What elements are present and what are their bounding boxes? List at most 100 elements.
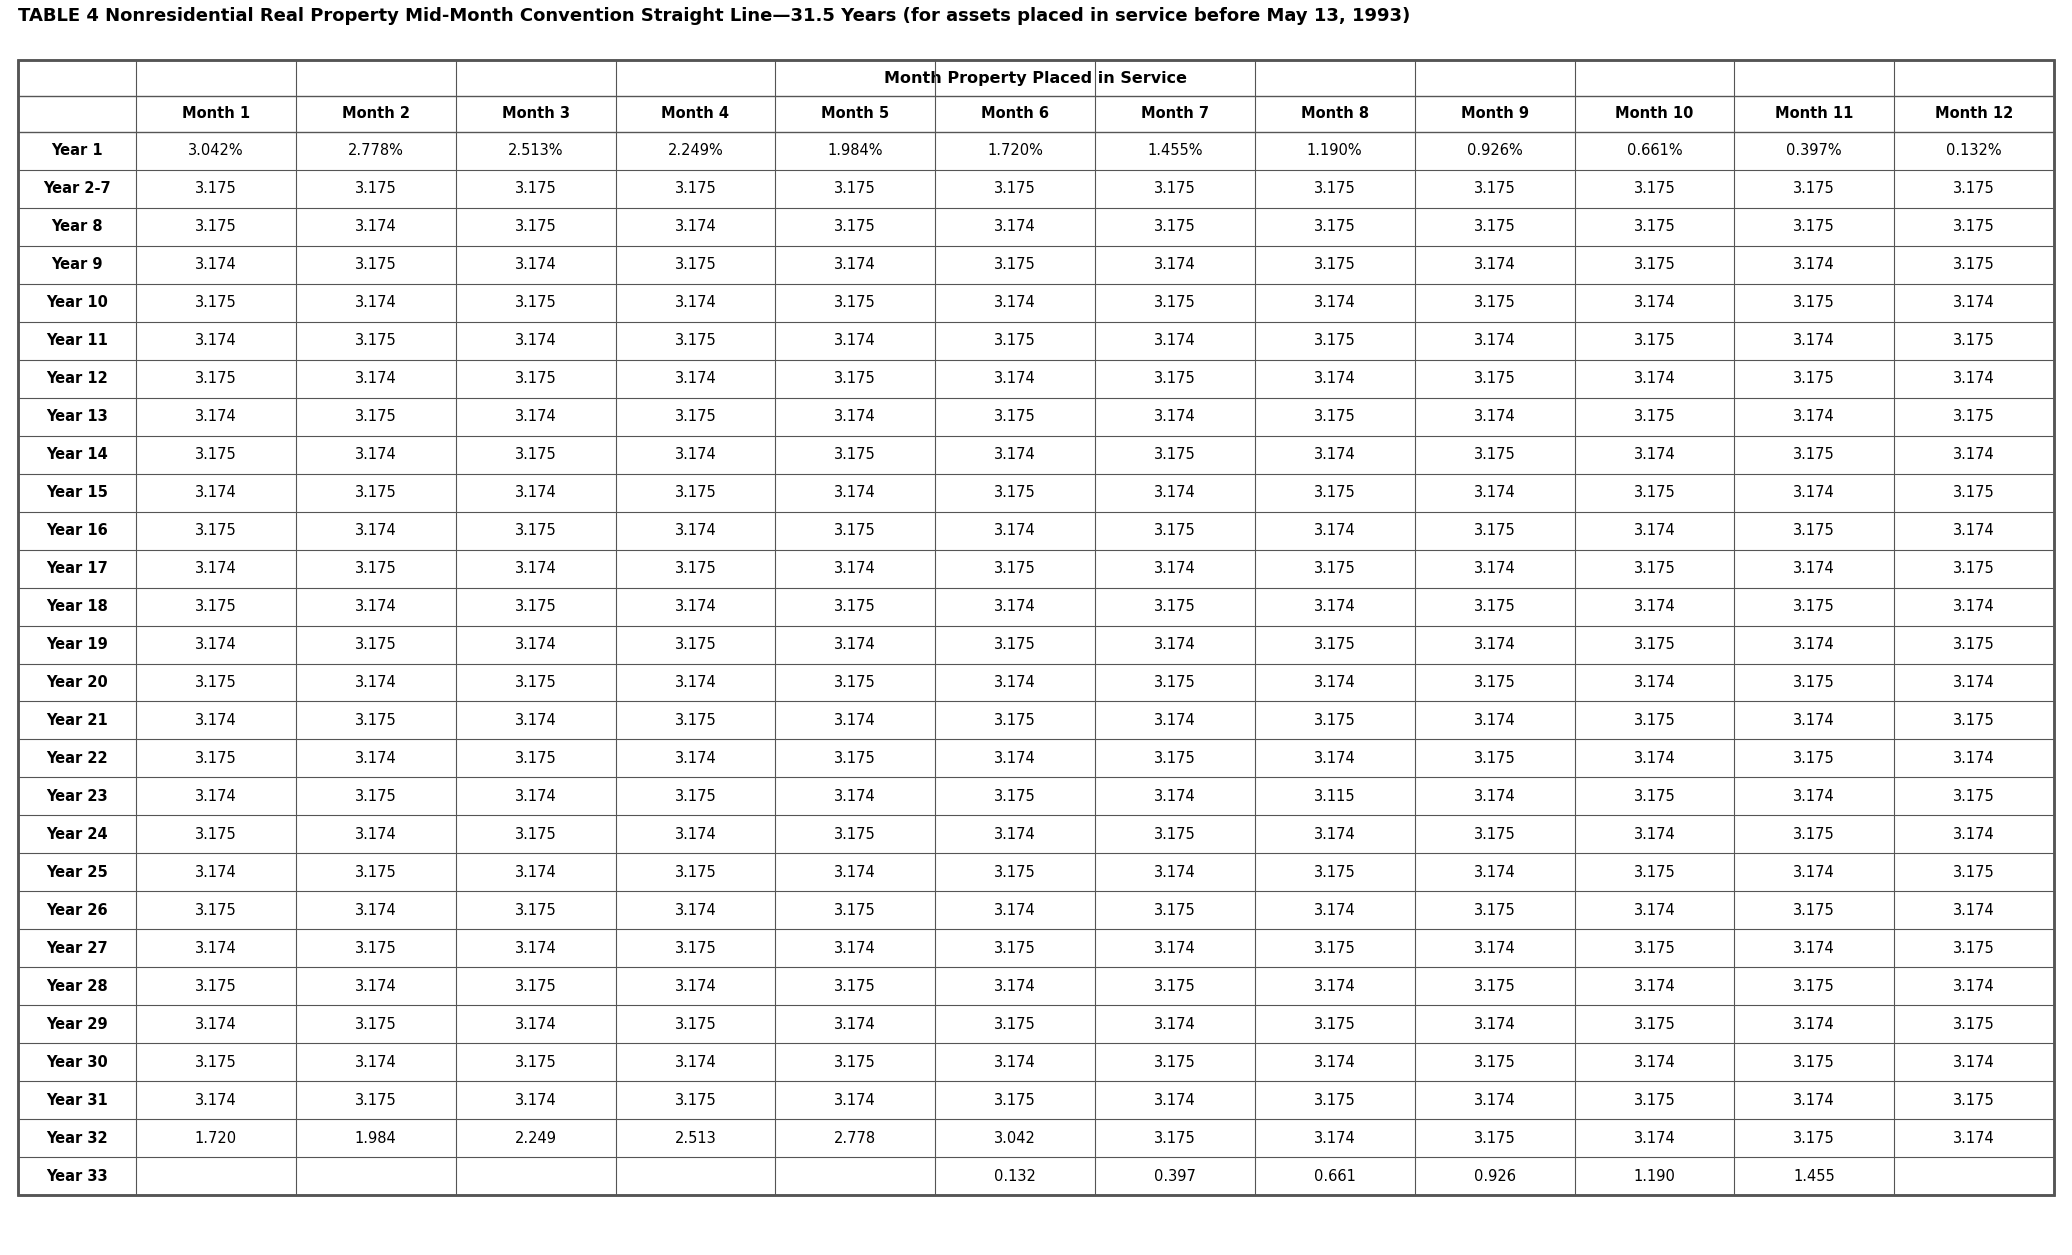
Text: 3.174: 3.174 <box>1314 1131 1355 1146</box>
Text: 3.175: 3.175 <box>1954 789 1995 804</box>
Text: 3.174: 3.174 <box>1633 371 1676 387</box>
Text: 3.175: 3.175 <box>1633 182 1676 197</box>
Text: 3.175: 3.175 <box>1154 902 1196 917</box>
Text: 3.174: 3.174 <box>1314 750 1355 766</box>
Text: 3.175: 3.175 <box>1154 220 1196 235</box>
Text: 3.174: 3.174 <box>1954 750 1995 766</box>
Text: 3.175: 3.175 <box>1633 789 1676 804</box>
Text: 3.174: 3.174 <box>1794 409 1836 424</box>
Text: Month 3: Month 3 <box>501 107 570 122</box>
Text: 3.175: 3.175 <box>835 979 876 994</box>
Text: 3.175: 3.175 <box>1794 979 1836 994</box>
Text: Year 31: Year 31 <box>46 1093 108 1108</box>
Text: 3.174: 3.174 <box>1314 902 1355 917</box>
Text: 3.175: 3.175 <box>354 561 396 576</box>
Text: 3.175: 3.175 <box>1633 638 1676 653</box>
Text: 3.174: 3.174 <box>195 334 236 349</box>
Text: Year 20: Year 20 <box>46 675 108 690</box>
Text: 3.174: 3.174 <box>195 1093 236 1108</box>
Text: 3.175: 3.175 <box>1794 295 1836 310</box>
Text: 3.175: 3.175 <box>835 1054 876 1069</box>
Text: 3.174: 3.174 <box>195 486 236 501</box>
Text: 3.175: 3.175 <box>1954 638 1995 653</box>
Text: 0.926%: 0.926% <box>1467 143 1523 158</box>
Text: 3.175: 3.175 <box>1473 523 1515 538</box>
Text: 3.174: 3.174 <box>1954 295 1995 310</box>
Text: 3.175: 3.175 <box>514 1054 557 1069</box>
Text: 3.174: 3.174 <box>1154 257 1196 272</box>
Text: 3.174: 3.174 <box>354 447 396 462</box>
Text: 3.174: 3.174 <box>995 675 1036 690</box>
Text: Year 17: Year 17 <box>46 561 108 576</box>
Text: 3.174: 3.174 <box>514 486 557 501</box>
Text: Year 22: Year 22 <box>46 750 108 766</box>
Text: Year 2-7: Year 2-7 <box>44 182 110 197</box>
Text: 3.174: 3.174 <box>354 1054 396 1069</box>
Text: 3.174: 3.174 <box>354 371 396 387</box>
Text: Year 24: Year 24 <box>46 827 108 842</box>
Text: 3.174: 3.174 <box>1633 523 1676 538</box>
Text: 3.175: 3.175 <box>1473 979 1515 994</box>
Text: 3.174: 3.174 <box>675 902 717 917</box>
Text: 3.175: 3.175 <box>1154 447 1196 462</box>
Text: 3.175: 3.175 <box>514 750 557 766</box>
Text: 3.175: 3.175 <box>1954 257 1995 272</box>
Text: 3.175: 3.175 <box>1633 713 1676 728</box>
Text: 3.175: 3.175 <box>195 220 236 235</box>
Text: 3.175: 3.175 <box>1154 750 1196 766</box>
Text: 3.175: 3.175 <box>514 220 557 235</box>
Text: 0.661: 0.661 <box>1314 1168 1355 1183</box>
Text: 3.174: 3.174 <box>995 599 1036 614</box>
Text: 3.174: 3.174 <box>995 902 1036 917</box>
Text: 3.175: 3.175 <box>514 182 557 197</box>
Text: Year 8: Year 8 <box>52 220 104 235</box>
Text: 3.175: 3.175 <box>1473 220 1515 235</box>
Text: Month 12: Month 12 <box>1935 107 2014 122</box>
Text: 3.175: 3.175 <box>1794 675 1836 690</box>
Text: 3.174: 3.174 <box>835 1093 876 1108</box>
Text: 3.174: 3.174 <box>514 561 557 576</box>
Text: 3.174: 3.174 <box>835 713 876 728</box>
Text: 3.174: 3.174 <box>195 1017 236 1032</box>
Text: 3.174: 3.174 <box>1633 979 1676 994</box>
Text: 3.175: 3.175 <box>835 750 876 766</box>
Text: Year 33: Year 33 <box>46 1168 108 1183</box>
Text: 3.175: 3.175 <box>995 257 1036 272</box>
Text: 3.175: 3.175 <box>1954 865 1995 880</box>
Text: 1.190%: 1.190% <box>1307 143 1363 158</box>
Text: 3.174: 3.174 <box>1794 334 1836 349</box>
Text: 3.175: 3.175 <box>514 371 557 387</box>
Text: 3.175: 3.175 <box>1794 902 1836 917</box>
Text: 3.174: 3.174 <box>514 713 557 728</box>
Text: 3.174: 3.174 <box>1314 827 1355 842</box>
Text: 3.175: 3.175 <box>1314 1093 1355 1108</box>
Text: Month 9: Month 9 <box>1461 107 1529 122</box>
Text: 3.175: 3.175 <box>675 182 717 197</box>
Text: Year 19: Year 19 <box>46 638 108 653</box>
Text: 3.174: 3.174 <box>354 220 396 235</box>
Text: 3.174: 3.174 <box>675 447 717 462</box>
Text: 3.175: 3.175 <box>195 371 236 387</box>
Text: 3.175: 3.175 <box>354 941 396 956</box>
Text: 3.175: 3.175 <box>354 638 396 653</box>
Text: 3.174: 3.174 <box>354 750 396 766</box>
Text: 3.174: 3.174 <box>1794 865 1836 880</box>
Text: 3.175: 3.175 <box>1154 675 1196 690</box>
Text: 3.175: 3.175 <box>835 599 876 614</box>
Text: 0.132%: 0.132% <box>1946 143 2002 158</box>
Text: 3.174: 3.174 <box>1633 1131 1676 1146</box>
Text: 3.175: 3.175 <box>1954 1093 1995 1108</box>
Text: 3.174: 3.174 <box>195 561 236 576</box>
Text: 3.042%: 3.042% <box>189 143 244 158</box>
Text: 3.174: 3.174 <box>1794 561 1836 576</box>
Text: Month 1: Month 1 <box>182 107 251 122</box>
Text: 3.175: 3.175 <box>1154 1054 1196 1069</box>
Text: 3.175: 3.175 <box>1314 713 1355 728</box>
Text: Year 30: Year 30 <box>46 1054 108 1069</box>
Text: 3.174: 3.174 <box>995 750 1036 766</box>
Text: 3.175: 3.175 <box>1154 371 1196 387</box>
Text: 3.175: 3.175 <box>1633 1093 1676 1108</box>
Text: 3.175: 3.175 <box>1633 561 1676 576</box>
Text: 3.175: 3.175 <box>1314 257 1355 272</box>
Text: 3.175: 3.175 <box>995 409 1036 424</box>
